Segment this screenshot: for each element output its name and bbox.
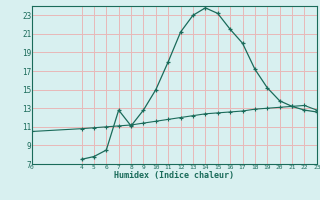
X-axis label: Humidex (Indice chaleur): Humidex (Indice chaleur) — [115, 171, 234, 180]
